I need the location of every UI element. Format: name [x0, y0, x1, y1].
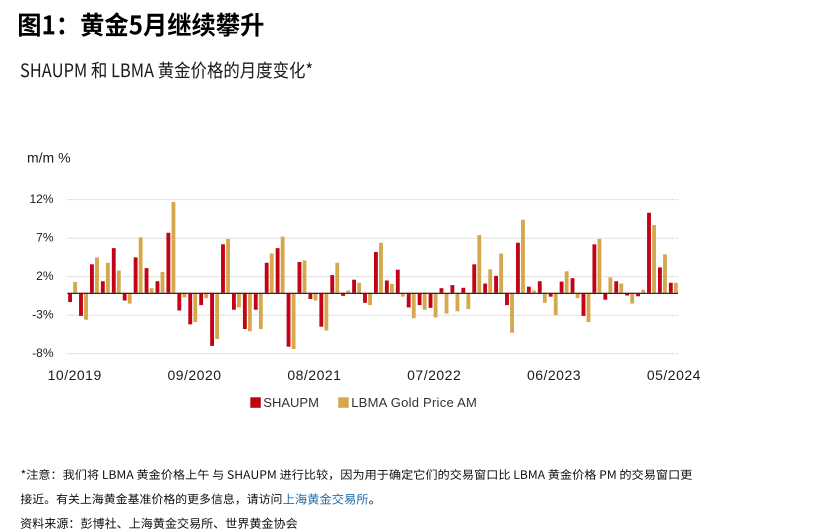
svg-text:07/2022: 07/2022: [407, 367, 461, 383]
svg-text:LBMA Gold Price AM: LBMA Gold Price AM: [351, 395, 477, 410]
svg-text:06/2023: 06/2023: [527, 367, 581, 383]
svg-text:12%: 12%: [29, 192, 53, 206]
svg-text:SHAUPM: SHAUPM: [263, 395, 319, 410]
svg-text:08/2021: 08/2021: [287, 367, 341, 383]
svg-text:09/2020: 09/2020: [167, 367, 221, 383]
svg-text:05/2024: 05/2024: [647, 367, 701, 383]
svg-text:2%: 2%: [36, 269, 54, 283]
svg-text:-3%: -3%: [32, 307, 54, 321]
svg-text:m/m %: m/m %: [27, 150, 71, 166]
svg-text:10/2019: 10/2019: [48, 367, 102, 383]
svg-text:-8%: -8%: [32, 346, 54, 360]
svg-text:7%: 7%: [36, 230, 54, 244]
